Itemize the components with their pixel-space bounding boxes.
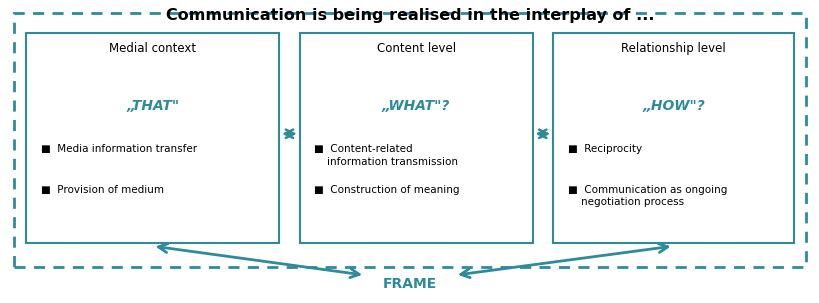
Text: ■  Construction of meaning: ■ Construction of meaning [314,185,459,195]
Bar [552,33,793,243]
Text: Medial context: Medial context [109,42,196,55]
Bar [14,13,805,267]
Text: „HOW"?: „HOW"? [641,99,704,113]
Text: ■  Reciprocity: ■ Reciprocity [567,144,641,154]
Text: FRAME: FRAME [382,277,437,291]
Text: ■  Communication as ongoing
    negotiation process: ■ Communication as ongoing negotiation p… [567,185,726,207]
Text: Content level: Content level [376,42,455,55]
Text: „THAT": „THAT" [126,99,179,113]
Text: ■  Content-related
    information transmission: ■ Content-related information transmissi… [314,144,458,167]
Text: ■  Media information transfer: ■ Media information transfer [41,144,197,154]
Bar [26,33,279,243]
Text: „WHAT"?: „WHAT"? [382,99,450,113]
Text: ■  Provision of medium: ■ Provision of medium [41,185,164,195]
Text: Communication is being realised in the interplay of ...: Communication is being realised in the i… [165,8,654,23]
Text: Relationship level: Relationship level [621,42,725,55]
Bar [299,33,532,243]
